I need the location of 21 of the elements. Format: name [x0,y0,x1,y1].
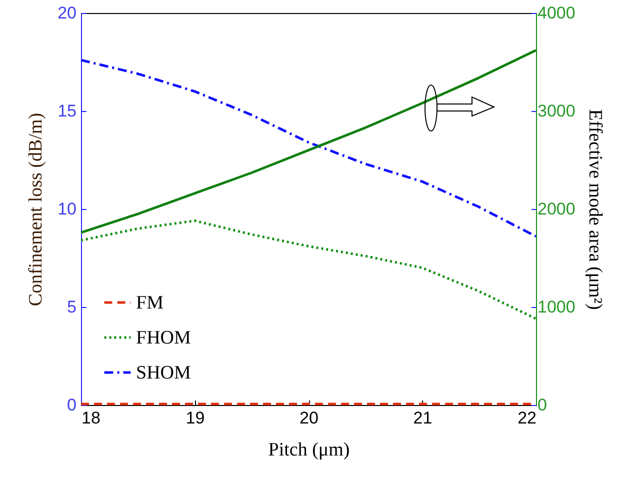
legend-label: SHOM [136,362,192,384]
y2-tick-label: 1000 [538,298,576,316]
y2-tick-label: 3000 [538,102,576,120]
x-tick-label: 20 [300,408,318,428]
y2-tick-label: 0 [538,396,547,414]
x-tick-label: 18 [82,408,100,428]
y-tick-label: 5 [67,298,76,316]
y2-tick-label: 4000 [538,4,576,22]
x-tick-label: 19 [186,408,205,428]
y-tick-label: 15 [58,102,76,120]
x-axis-title: Pitch (μm) [268,440,350,460]
x-tick-label: 21 [413,408,432,428]
y-tick-label: 20 [58,4,76,22]
y2-axis-title: Effective mode area (μm²) [584,109,606,310]
legend-label: FHOM [136,328,192,348]
y-tick-label: 0 [67,396,76,414]
x-tick-label: 22 [518,408,536,428]
y-tick-label: 10 [58,200,76,218]
y2-tick-label: 2000 [538,200,576,218]
legend-label: FM [136,292,164,314]
y-axis-title: Confinement loss (dB/m) [26,112,47,306]
